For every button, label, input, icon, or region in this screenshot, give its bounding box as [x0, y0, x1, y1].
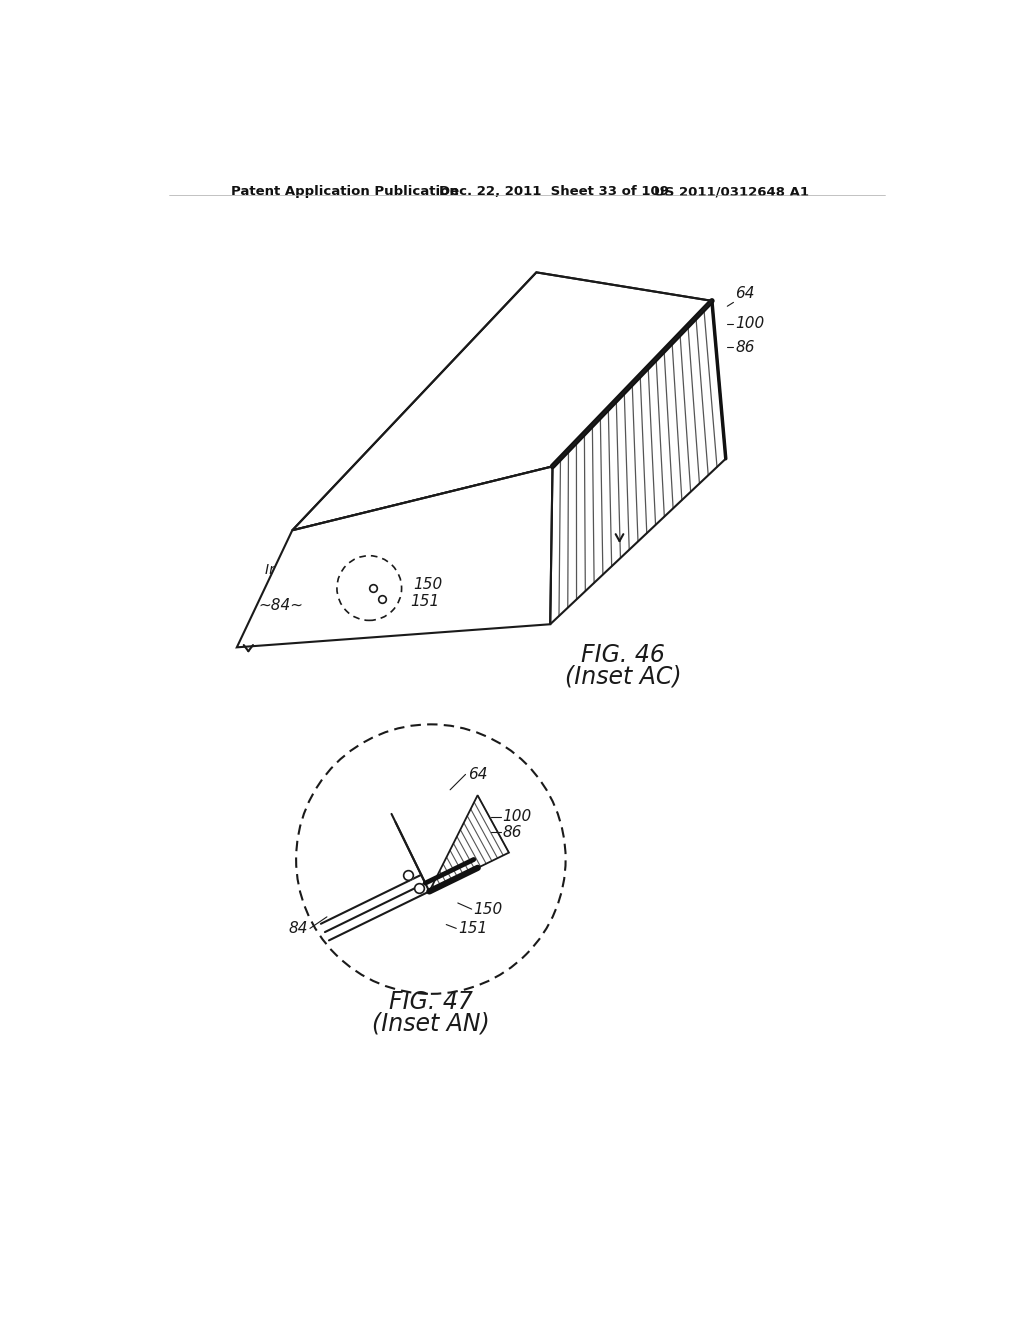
- Polygon shape: [550, 301, 726, 624]
- Text: 150: 150: [413, 577, 442, 591]
- Text: ~84~: ~84~: [258, 598, 303, 612]
- Text: 84: 84: [288, 921, 307, 936]
- Text: FIG. 46: FIG. 46: [582, 643, 666, 667]
- Text: Dec. 22, 2011  Sheet 33 of 109: Dec. 22, 2011 Sheet 33 of 109: [438, 185, 669, 198]
- Text: 64: 64: [468, 767, 487, 781]
- Text: (Inset AN): (Inset AN): [372, 1011, 489, 1035]
- Text: 151: 151: [410, 594, 439, 610]
- Text: 151: 151: [458, 921, 487, 936]
- Text: 100: 100: [735, 317, 764, 331]
- Text: 86: 86: [735, 339, 755, 355]
- Text: (Inset AC): (Inset AC): [565, 664, 682, 689]
- Polygon shape: [237, 466, 553, 647]
- Text: Inset AN: Inset AN: [265, 564, 365, 589]
- Polygon shape: [429, 795, 509, 891]
- Text: 150: 150: [473, 902, 503, 916]
- Text: US 2011/0312648 A1: US 2011/0312648 A1: [654, 185, 809, 198]
- Text: Patent Application Publication: Patent Application Publication: [230, 185, 459, 198]
- Text: 64: 64: [735, 286, 755, 301]
- Text: FIG. 47: FIG. 47: [389, 990, 473, 1014]
- Text: 100: 100: [503, 809, 531, 824]
- Polygon shape: [292, 272, 712, 531]
- Text: 86: 86: [503, 825, 522, 840]
